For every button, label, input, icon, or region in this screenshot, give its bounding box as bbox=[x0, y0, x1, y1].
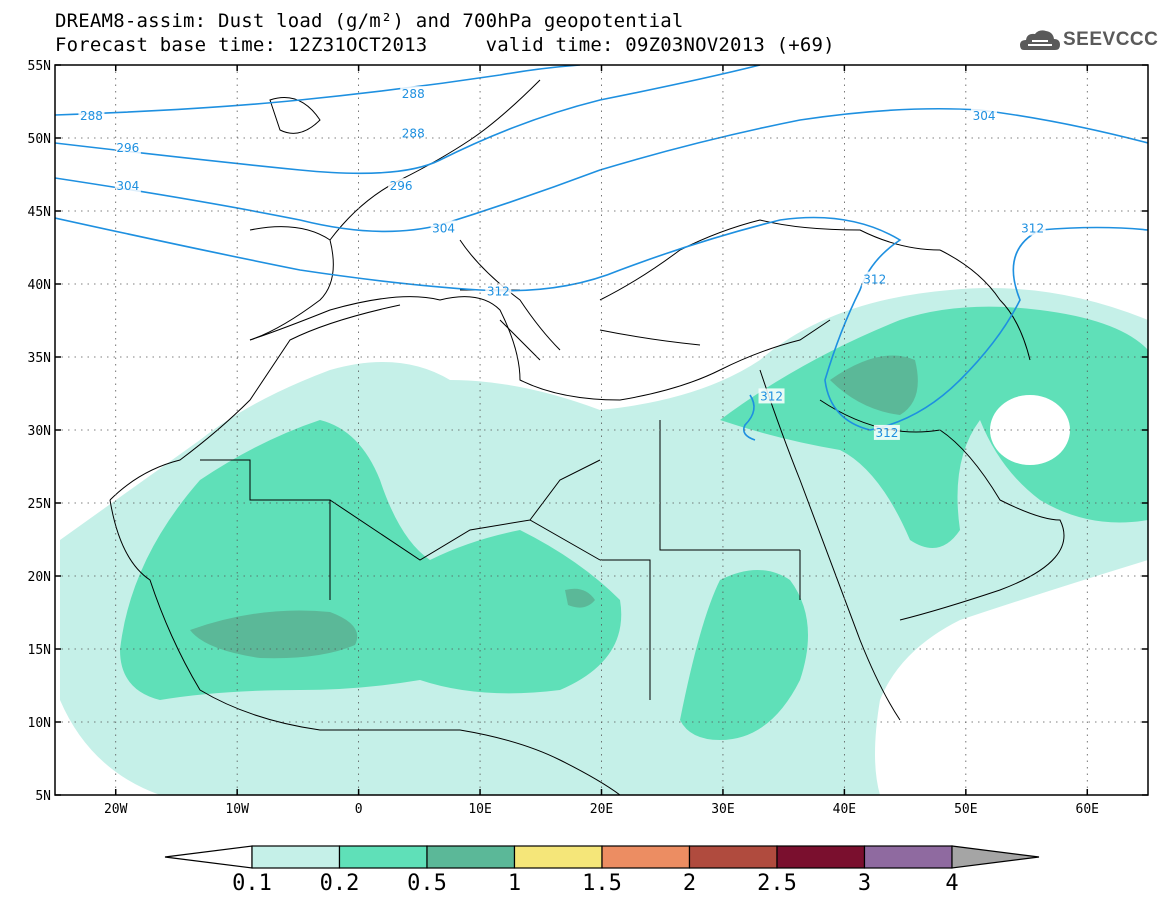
colorbar-label: 1.5 bbox=[582, 871, 622, 896]
lat-label: 15N bbox=[28, 643, 51, 658]
colorbar-segment bbox=[338, 845, 428, 869]
contour-label: 312 bbox=[863, 273, 886, 287]
colorbar-segment bbox=[601, 845, 691, 869]
colorbar: 0.1 0.2 0.5 1 1.5 2 2.5 3 4 bbox=[164, 845, 1040, 896]
dust-field bbox=[60, 288, 1148, 795]
longitude-labels: 20W 10W 0 10E 20E 30E 40E 50E 60E bbox=[104, 802, 1099, 817]
colorbar-upper-extension bbox=[951, 845, 1040, 869]
lon-label: 20E bbox=[590, 802, 613, 817]
axis-ticks bbox=[55, 64, 1148, 796]
dust-region-dark bbox=[830, 355, 918, 415]
colorbar-label: 1 bbox=[508, 871, 521, 896]
contour-label-bg bbox=[114, 140, 141, 156]
lon-label: 10W bbox=[225, 802, 249, 817]
colorbar-label: 4 bbox=[945, 871, 958, 896]
lon-label: 40E bbox=[833, 802, 856, 817]
colorbar-segment bbox=[513, 845, 603, 869]
dust-region-medium bbox=[720, 306, 1148, 548]
dust-clear-area bbox=[500, 430, 620, 510]
colorbar-label: 3 bbox=[858, 871, 871, 896]
map-subtitle: Forecast base time: 12Z31OCT2013 valid t… bbox=[55, 34, 835, 56]
contour-label-bg bbox=[873, 424, 900, 440]
colorbar-lower-extension bbox=[164, 845, 253, 869]
lat-label: 55N bbox=[28, 59, 51, 74]
contour-label: 288 bbox=[402, 87, 425, 101]
colorbar-segment bbox=[251, 845, 341, 869]
contour-label: 288 bbox=[80, 109, 103, 123]
colorbar-segment bbox=[776, 845, 866, 869]
contour-label-bg bbox=[430, 220, 457, 236]
contour-label: 288 bbox=[402, 127, 425, 141]
colorbar-segment bbox=[426, 845, 516, 869]
lon-label: 20W bbox=[104, 802, 128, 817]
lon-label: 30E bbox=[711, 802, 734, 817]
lon-label: 0 bbox=[355, 802, 363, 817]
contour-label-bg bbox=[971, 108, 998, 124]
dust-region-dark bbox=[565, 588, 595, 608]
contour-label: 312 bbox=[1021, 222, 1044, 236]
contour-label: 296 bbox=[390, 179, 413, 193]
latitude-labels: 55N 50N 45N 40N 35N 30N 25N 20N 15N 10N 5N bbox=[28, 59, 51, 804]
lat-label: 30N bbox=[28, 424, 51, 439]
contour-label-bg bbox=[78, 108, 105, 124]
logo-text: SEEVCCC bbox=[1063, 29, 1159, 50]
lat-label: 35N bbox=[28, 351, 51, 366]
contour-label-bg bbox=[114, 178, 141, 194]
map-title: DREAM8-assim: Dust load (g/m²) and 700hP… bbox=[55, 10, 684, 32]
dust-region-dark bbox=[190, 610, 358, 659]
contour-label: 304 bbox=[973, 109, 996, 123]
dust-region-medium bbox=[680, 570, 808, 740]
lon-label: 10E bbox=[468, 802, 491, 817]
geopotential-contours bbox=[55, 65, 1148, 441]
lat-label: 45N bbox=[28, 205, 51, 220]
contour-label-bg bbox=[388, 178, 415, 194]
coastlines bbox=[109, 79, 1065, 795]
contour-label: 312 bbox=[760, 389, 783, 403]
colorbar-segment bbox=[688, 845, 778, 869]
lat-label: 5N bbox=[35, 789, 51, 804]
colorbar-label: 0.1 bbox=[232, 871, 272, 896]
colorbar-label: 2.5 bbox=[757, 871, 797, 896]
lon-label: 50E bbox=[954, 802, 977, 817]
contour-label: 304 bbox=[116, 179, 139, 193]
contour-label-bg bbox=[861, 271, 888, 287]
contour-label: 312 bbox=[487, 284, 510, 298]
graticule bbox=[55, 65, 1148, 795]
contour-label: 312 bbox=[875, 426, 898, 440]
colorbar-segment bbox=[863, 845, 953, 869]
lat-label: 10N bbox=[28, 716, 51, 731]
contour-label-bg bbox=[485, 283, 512, 299]
contour-labels: 288 288 288 296 296 304 304 304 312 312 312 312 312 bbox=[78, 86, 1046, 440]
lat-label: 50N bbox=[28, 132, 51, 147]
contour-label-bg bbox=[1019, 220, 1046, 236]
lon-label: 60E bbox=[1076, 802, 1099, 817]
contour-label-bg bbox=[758, 388, 785, 404]
colorbar-label: 0.2 bbox=[320, 871, 360, 896]
contour-label: 296 bbox=[116, 141, 139, 155]
contour-label: 304 bbox=[432, 222, 455, 236]
lat-label: 40N bbox=[28, 278, 51, 293]
colorbar-label: 2 bbox=[683, 871, 696, 896]
contour-label-bg bbox=[400, 86, 427, 102]
lat-label: 20N bbox=[28, 570, 51, 585]
cloud-icon bbox=[1020, 30, 1060, 50]
colorbar-label: 0.5 bbox=[407, 871, 447, 896]
contour-label-bg bbox=[400, 125, 427, 141]
lat-label: 25N bbox=[28, 497, 51, 512]
